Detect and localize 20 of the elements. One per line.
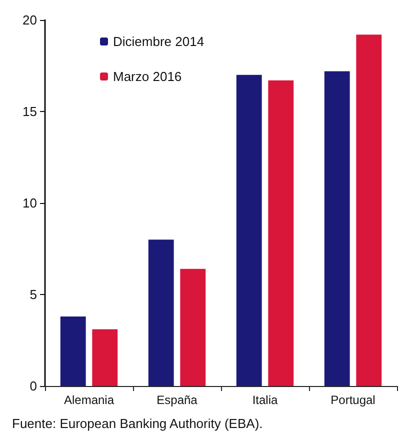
x-tick-label: España bbox=[156, 393, 198, 407]
source-note: Fuente: European Banking Authority (EBA). bbox=[12, 416, 263, 431]
bar bbox=[148, 240, 174, 386]
y-tick-label: 0 bbox=[30, 378, 37, 394]
bar bbox=[268, 80, 294, 386]
bar bbox=[324, 71, 350, 386]
y-tick-label: 20 bbox=[22, 12, 37, 28]
bar bbox=[180, 268, 206, 386]
legend-label: Diciembre 2014 bbox=[113, 34, 204, 49]
bar bbox=[60, 316, 86, 386]
bar bbox=[92, 329, 118, 386]
y-tick-label: 10 bbox=[22, 196, 37, 210]
legend-label: Marzo 2016 bbox=[113, 69, 182, 84]
y-tick-label: 5 bbox=[30, 287, 37, 302]
bar bbox=[356, 34, 382, 386]
bar bbox=[236, 74, 262, 386]
x-tick-label: Italia bbox=[252, 393, 278, 407]
x-tick-label: Alemania bbox=[64, 393, 114, 407]
y-tick-label: 15 bbox=[22, 104, 37, 119]
x-tick-label: Portugal bbox=[330, 393, 376, 407]
